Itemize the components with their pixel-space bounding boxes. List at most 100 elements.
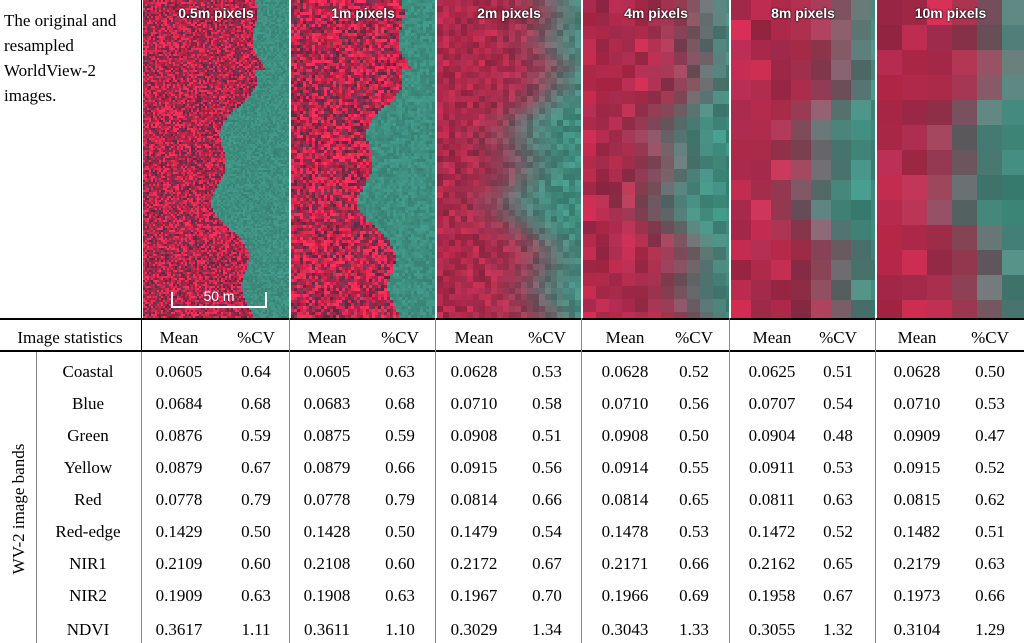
mean-value: 0.0710 bbox=[601, 394, 649, 413]
cv-value: 0.68 bbox=[385, 394, 415, 413]
cv-value: 0.55 bbox=[679, 458, 709, 477]
header-mean: Mean bbox=[454, 328, 494, 347]
mean-value: 0.1967 bbox=[450, 586, 498, 605]
cv-value: 1.34 bbox=[532, 620, 562, 639]
band-name: Green bbox=[67, 426, 109, 445]
panel-title: 2m pixels bbox=[477, 5, 541, 21]
mean-value: 0.1428 bbox=[303, 522, 351, 541]
cv-value: 0.79 bbox=[241, 490, 271, 509]
cv-value: 0.50 bbox=[385, 522, 415, 541]
col-divider bbox=[435, 318, 436, 643]
mean-value: 0.1472 bbox=[748, 522, 796, 541]
mean-value: 0.1429 bbox=[155, 522, 203, 541]
mean-value: 0.0909 bbox=[893, 426, 941, 445]
cv-value: 0.65 bbox=[679, 490, 709, 509]
cv-value: 1.29 bbox=[975, 620, 1005, 639]
cv-value: 0.63 bbox=[385, 362, 415, 381]
false-color-image bbox=[143, 0, 289, 318]
band-name: Coastal bbox=[62, 362, 114, 381]
mean-value: 0.0605 bbox=[155, 362, 203, 381]
header-cv: %CV bbox=[675, 328, 713, 347]
cv-value: 0.59 bbox=[241, 426, 271, 445]
resampled-image-panel: 1m pixels bbox=[291, 0, 435, 318]
col-divider bbox=[141, 0, 142, 350]
cv-value: 0.53 bbox=[823, 458, 853, 477]
mean-value: 0.1958 bbox=[748, 586, 796, 605]
cv-value: 0.60 bbox=[385, 554, 415, 573]
mean-value: 0.3043 bbox=[601, 620, 649, 639]
mean-value: 0.0778 bbox=[155, 490, 203, 509]
mean-value: 0.1482 bbox=[893, 522, 941, 541]
cv-value: 0.58 bbox=[532, 394, 562, 413]
band-group-label: WV-2 image bands bbox=[9, 443, 28, 575]
mean-value: 0.0911 bbox=[748, 458, 796, 477]
col-divider bbox=[729, 318, 730, 643]
cv-value: 0.59 bbox=[385, 426, 415, 445]
cv-value: 0.63 bbox=[241, 586, 271, 605]
cv-value: 0.70 bbox=[532, 586, 562, 605]
mean-value: 0.0628 bbox=[450, 362, 498, 381]
mean-value: 0.0814 bbox=[601, 490, 649, 509]
cv-value: 0.79 bbox=[385, 490, 415, 509]
header-image-statistics: Image statistics bbox=[17, 328, 123, 347]
cv-value: 0.54 bbox=[532, 522, 562, 541]
cv-value: 0.53 bbox=[975, 394, 1005, 413]
false-color-image bbox=[583, 0, 729, 318]
panel-title: 4m pixels bbox=[624, 5, 688, 21]
header-mean: Mean bbox=[159, 328, 199, 347]
cv-value: 1.33 bbox=[679, 620, 709, 639]
cv-value: 0.66 bbox=[975, 586, 1005, 605]
mean-value: 0.0628 bbox=[893, 362, 941, 381]
cv-value: 0.50 bbox=[975, 362, 1005, 381]
cv-value: 0.64 bbox=[241, 362, 271, 381]
mean-value: 0.0915 bbox=[450, 458, 498, 477]
band-name: Red bbox=[74, 490, 102, 509]
cv-value: 0.56 bbox=[679, 394, 709, 413]
mean-value: 0.0815 bbox=[893, 490, 941, 509]
cv-value: 0.52 bbox=[823, 522, 853, 541]
band-name: NIR1 bbox=[69, 554, 107, 573]
cv-value: 0.50 bbox=[679, 426, 709, 445]
panel-title: 8m pixels bbox=[771, 5, 835, 21]
cv-value: 0.52 bbox=[679, 362, 709, 381]
resampled-image-panel: 4m pixels bbox=[583, 0, 729, 318]
mean-value: 0.3611 bbox=[303, 620, 351, 639]
mean-value: 0.0908 bbox=[450, 426, 498, 445]
cv-value: 0.68 bbox=[241, 394, 271, 413]
mean-value: 0.1908 bbox=[303, 586, 351, 605]
header-cv: %CV bbox=[381, 328, 419, 347]
col-divider bbox=[581, 318, 582, 643]
mean-value: 0.0876 bbox=[155, 426, 203, 445]
mean-value: 0.2171 bbox=[601, 554, 649, 573]
cv-value: 0.51 bbox=[823, 362, 853, 381]
mean-value: 0.0875 bbox=[303, 426, 351, 445]
mean-value: 0.3029 bbox=[450, 620, 498, 639]
cv-value: 0.51 bbox=[532, 426, 562, 445]
cv-value: 0.56 bbox=[532, 458, 562, 477]
scale-bar-label: 50 m bbox=[203, 288, 235, 304]
header-mean: Mean bbox=[897, 328, 937, 347]
mean-value: 0.2172 bbox=[450, 554, 498, 573]
mean-value: 0.0710 bbox=[450, 394, 498, 413]
false-color-image bbox=[437, 0, 581, 318]
band-name: Blue bbox=[71, 394, 105, 413]
resampled-image-panel: 10m pixels bbox=[877, 0, 1024, 318]
mean-value: 0.0707 bbox=[748, 394, 796, 413]
mean-value: 0.0879 bbox=[155, 458, 203, 477]
cv-value: 0.69 bbox=[679, 586, 709, 605]
figure-caption: The original and resampled WorldView-2 i… bbox=[4, 11, 117, 105]
mean-value: 0.0683 bbox=[303, 394, 351, 413]
band-name: Red-edge bbox=[55, 522, 121, 541]
mean-value: 0.1478 bbox=[601, 522, 649, 541]
mean-value: 0.0879 bbox=[303, 458, 351, 477]
mean-value: 0.3055 bbox=[748, 620, 796, 639]
cv-value: 0.67 bbox=[532, 554, 562, 573]
false-color-image bbox=[291, 0, 435, 318]
rule-header bbox=[0, 350, 1024, 352]
mean-value: 0.3617 bbox=[155, 620, 203, 639]
mean-value: 0.0710 bbox=[893, 394, 941, 413]
panel-title: 10m pixels bbox=[914, 5, 987, 21]
cv-value: 0.53 bbox=[679, 522, 709, 541]
false-color-image bbox=[877, 0, 1024, 318]
cv-value: 0.52 bbox=[975, 458, 1005, 477]
